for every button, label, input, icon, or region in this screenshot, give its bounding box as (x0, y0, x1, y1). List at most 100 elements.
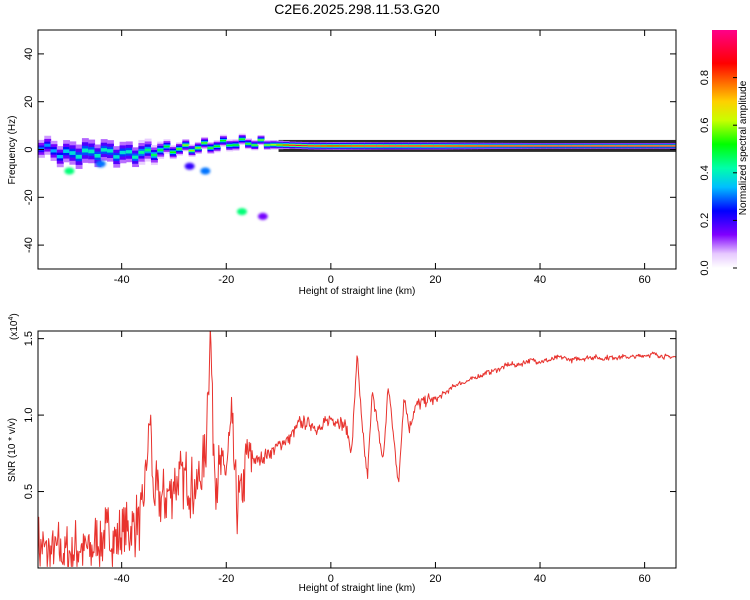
spectrogram-cell (502, 145, 510, 147)
spectrogram-cell (339, 145, 347, 147)
snr-ylabel: SNR (10 * v/v) (7, 418, 18, 482)
spectrogram-cell (163, 145, 171, 148)
spectrogram-cell (270, 144, 278, 146)
spectrogram-cell (69, 151, 77, 155)
spectrogram-cell (389, 145, 397, 147)
snr-ticks: -40 -20 0 20 40 60 0.5 1.0 1.5 (23, 331, 676, 585)
spectrogram-cell (238, 138, 246, 140)
colorbar-tick-label: 0.2 (699, 213, 711, 228)
spectrogram-cell (376, 145, 384, 147)
spectrogram-cell (558, 145, 566, 147)
spectrogram-cell (295, 144, 303, 146)
spectrogram-panel: -40 -20 0 20 40 60 -40 -20 0 20 40 Height of strai… (7, 29, 677, 297)
snr-background (38, 331, 676, 568)
spectrogram-cell (364, 145, 372, 147)
snr-scale-close: ) (9, 313, 20, 316)
spectrogram-cell (420, 145, 428, 147)
spectrogram-blob (257, 212, 268, 220)
spectrogram-cell (38, 147, 45, 151)
colorbar-tick-label: 0.0 (699, 260, 711, 275)
x-tick-label: -20 (218, 573, 234, 585)
spectrogram-xlabel: Height of straight line (km) (299, 286, 416, 297)
spectrogram-cell (245, 143, 252, 145)
spectrogram-cell (232, 144, 240, 146)
y-tick-label: 1.5 (23, 331, 35, 346)
spectrogram-cell (194, 147, 202, 149)
spectrogram-cell (314, 145, 321, 147)
x-tick-label: 20 (429, 274, 441, 286)
spectrogram-cell (370, 145, 378, 147)
spectrogram-cell (514, 145, 522, 147)
x-tick-label: 0 (328, 274, 334, 286)
spectrogram-cell (464, 145, 472, 147)
spectrogram-blob (236, 208, 247, 216)
spectrogram-cell (81, 148, 89, 153)
spectrogram-blob (184, 162, 195, 170)
y-tick-label: -40 (23, 237, 35, 253)
spectrogram-cell (395, 145, 403, 147)
x-tick-label: 60 (638, 573, 650, 585)
x-tick-label: 20 (429, 573, 441, 585)
spectrogram-cell (157, 149, 165, 152)
colorbar-ticks: 0.0 0.2 0.4 0.6 0.8 (699, 70, 737, 276)
spectrogram-cell (577, 145, 585, 147)
spectrogram-cell (609, 145, 616, 147)
y-tick-label: 0.5 (23, 484, 35, 499)
spectrogram-cell (471, 145, 478, 147)
spectrogram-cell (433, 145, 441, 147)
spectrogram-blob (64, 167, 75, 175)
x-tick-label: 40 (534, 274, 546, 286)
colorbar-tick-label: 0.6 (699, 118, 711, 133)
spectrogram-cell (88, 149, 96, 154)
y-tick-label: 20 (23, 96, 35, 108)
spectrogram-cell (615, 145, 623, 147)
spectrogram-cell (652, 145, 660, 147)
spectrogram-cell (75, 154, 83, 159)
spectrogram-cell (546, 145, 554, 147)
spectrogram-cell (125, 150, 133, 154)
spectrogram-cell (659, 145, 667, 147)
spectrogram-cell (452, 145, 460, 147)
spectrogram-cell (100, 148, 108, 152)
spectrogram-blob (95, 160, 106, 168)
x-tick-label: 60 (638, 274, 650, 286)
spectrogram-cell (477, 145, 485, 147)
spectrogram-cell (307, 145, 315, 147)
spectrogram-cell (445, 145, 453, 147)
spectrogram-cell (351, 145, 359, 147)
spectrogram-cell (401, 145, 409, 147)
x-tick-label: 0 (328, 573, 334, 585)
spectrogram-cell (583, 145, 591, 147)
x-tick-label: -40 (114, 573, 130, 585)
x-tick-label: -20 (218, 274, 234, 286)
x-tick-label: 40 (534, 573, 546, 585)
spectrogram-cell (621, 145, 629, 147)
snr-scale-exponent: 4 (8, 317, 15, 321)
colorbar: 0.0 0.2 0.4 0.6 0.8 Normalized spectral ampl… (699, 30, 749, 276)
snr-xlabel: Height of straight line (km) (299, 583, 416, 594)
spectrogram-cell (119, 150, 127, 155)
spectrogram-cell (521, 145, 529, 147)
spectrogram-cell (540, 145, 547, 147)
spectrogram-ticks: -40 -20 0 20 40 60 -40 -20 0 20 40 (23, 30, 676, 286)
spectrogram-cell (533, 145, 541, 147)
spectrogram-cell (44, 143, 52, 147)
snr-frame (37, 330, 677, 569)
spectrogram-cell (289, 144, 296, 146)
spectrogram-cell (439, 145, 447, 147)
spectrogram-cell (56, 154, 64, 159)
spectrogram-cell (634, 145, 642, 147)
spectrogram-cell (150, 153, 158, 157)
spectrogram-cell (182, 144, 190, 146)
spectrogram-cell (496, 145, 503, 147)
spectrogram-cell (527, 145, 535, 147)
snr-panel: -40 -20 0 20 40 60 0.5 1.0 1.5 Height of straigh… (7, 313, 677, 594)
spectrogram-cell (282, 144, 290, 146)
spectrogram-cell (226, 144, 234, 147)
colorbar-tick-label: 0.4 (699, 165, 711, 180)
spectrogram-marks (38, 133, 676, 220)
spectrogram-cell (188, 149, 196, 152)
spectrogram-cell (602, 145, 610, 147)
spectrogram-cell (640, 145, 648, 147)
